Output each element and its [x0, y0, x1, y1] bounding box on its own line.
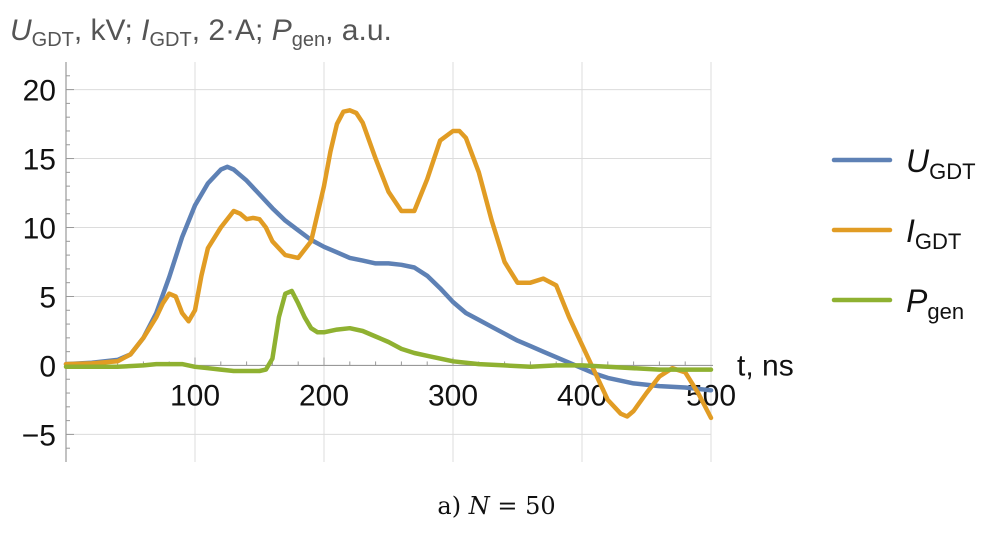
x-axis-label: t, ns	[737, 349, 794, 382]
y-axis-label-part: , kV;	[74, 14, 141, 47]
y-tick-label: 5	[39, 281, 56, 314]
legend-label: UGDT	[906, 143, 976, 184]
x-tick-label: 300	[428, 379, 478, 412]
y-tick-label: 15	[23, 144, 56, 177]
caption-prefix: a)	[437, 492, 469, 520]
figure-caption: a) N = 50	[0, 492, 993, 520]
x-tick-label: 200	[299, 379, 349, 412]
caption-variable: N	[468, 492, 490, 520]
y-axis-label-part: P	[272, 14, 292, 47]
series-line-p-gen	[63, 288, 714, 374]
series-line-u-gdt	[63, 164, 714, 393]
y-axis-label-part: GDT	[32, 29, 74, 51]
series-line-i-gdt	[63, 108, 714, 421]
y-axis-label-part: I	[141, 14, 149, 47]
x-tick-label: 100	[170, 379, 220, 412]
series-lines	[63, 108, 714, 421]
y-axis-label-part: , 2·A;	[192, 14, 272, 47]
y-tick-label: 10	[23, 213, 56, 246]
legend-label: IGDT	[906, 213, 961, 254]
y-axis-label-part: GDT	[149, 29, 191, 51]
y-axis-label-part: U	[10, 14, 32, 47]
y-axis-label-part: , a.u.	[325, 14, 392, 47]
legend: UGDT IGDT Pgen	[831, 143, 976, 324]
y-axis-label: UGDT​, kV; IGDT​, 2·A; Pgen​, a.u.	[10, 14, 392, 51]
caption-rest: = 50	[489, 492, 556, 520]
y-tick-label: 0	[39, 350, 56, 383]
y-tick-label: −5	[22, 419, 56, 452]
y-axis-label-part: gen	[292, 29, 325, 51]
legend-label: Pgen	[906, 283, 964, 324]
y-tick-label: 20	[23, 75, 56, 108]
